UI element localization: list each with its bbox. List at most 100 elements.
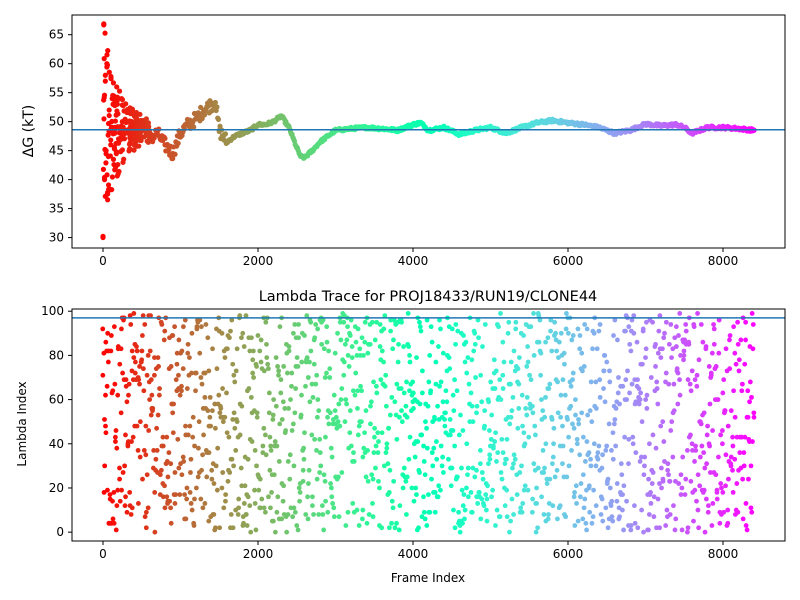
bottom-data-point <box>747 399 752 405</box>
bottom-data-point <box>289 370 295 376</box>
bottom-data-point <box>541 470 547 475</box>
bottom-data-point <box>172 501 178 506</box>
bottom-data-point <box>171 401 176 407</box>
bottom-plot-frame <box>71 308 786 542</box>
bottom-data-point <box>154 425 160 431</box>
bottom-data-point <box>310 494 315 500</box>
bottom-data-point <box>575 326 581 332</box>
bottom-data-point <box>560 423 565 429</box>
bottom-data-point <box>396 527 402 533</box>
bottom-data-point <box>456 509 461 515</box>
bottom-data-point <box>500 372 506 378</box>
bottom-x-tick-label: 2000 <box>243 547 274 561</box>
bottom-data-point <box>424 425 429 431</box>
bottom-data-point <box>355 432 361 438</box>
top-data-point <box>104 61 110 67</box>
bottom-data-point <box>749 311 755 316</box>
bottom-data-point <box>204 474 210 480</box>
bottom-data-point <box>224 346 230 352</box>
bottom-data-point <box>224 430 230 436</box>
bottom-data-point <box>122 463 128 469</box>
bottom-data-point <box>199 381 205 387</box>
top-points-layer <box>100 21 757 241</box>
bottom-data-point <box>476 335 481 341</box>
bottom-data-point <box>219 330 225 336</box>
bottom-data-point <box>693 443 698 449</box>
bottom-data-point <box>512 456 518 462</box>
bottom-data-point <box>558 414 564 420</box>
bottom-data-point <box>543 394 548 400</box>
bottom-data-point <box>217 525 223 531</box>
bottom-data-point <box>465 355 471 361</box>
bottom-data-point <box>210 346 215 352</box>
bottom-data-point <box>299 392 304 398</box>
bottom-data-point <box>314 372 320 378</box>
bottom-data-point <box>284 370 290 376</box>
bottom-data-point <box>182 492 187 497</box>
bottom-data-point <box>193 485 199 491</box>
bottom-data-point <box>264 341 269 347</box>
bottom-data-point <box>466 381 472 387</box>
bottom-data-point <box>711 322 716 327</box>
bottom-data-point <box>299 359 305 365</box>
bottom-data-point <box>123 377 129 383</box>
bottom-data-point <box>471 348 477 354</box>
bottom-data-point <box>258 337 264 343</box>
bottom-data-point <box>740 476 746 482</box>
bottom-data-point <box>721 509 727 515</box>
bottom-chart-title: Lambda Trace for PROJ18433/RUN19/CLONE44 <box>259 289 598 305</box>
bottom-data-point <box>601 386 606 391</box>
bottom-data-point <box>725 423 731 429</box>
bottom-data-point <box>432 509 438 515</box>
bottom-data-point <box>229 317 235 323</box>
bottom-data-point <box>233 448 239 453</box>
bottom-data-point <box>462 507 468 513</box>
top-data-point <box>503 130 509 136</box>
bottom-data-point <box>407 388 412 394</box>
bottom-data-point <box>438 326 443 332</box>
bottom-data-point <box>183 423 188 429</box>
bottom-data-point <box>314 476 320 482</box>
bottom-data-point <box>481 503 487 509</box>
bottom-data-point <box>423 419 428 425</box>
bottom-data-point <box>584 527 589 533</box>
bottom-data-point <box>469 357 475 363</box>
bottom-data-point <box>276 368 282 374</box>
top-data-point <box>549 117 556 124</box>
bottom-data-point <box>668 322 674 327</box>
bottom-data-point <box>452 377 457 383</box>
bottom-data-point <box>453 341 458 347</box>
bottom-data-point <box>560 377 566 383</box>
bottom-data-point <box>578 494 583 500</box>
bottom-data-point <box>157 472 163 478</box>
bottom-y-axis: 0 20 40 60 80 100 <box>41 304 72 539</box>
bottom-data-point <box>360 454 366 460</box>
bottom-data-point <box>584 326 590 332</box>
bottom-data-point <box>353 339 359 345</box>
top-data-point <box>201 112 208 118</box>
bottom-data-point <box>632 520 638 526</box>
bottom-data-point <box>610 456 616 462</box>
top-data-point <box>110 101 116 107</box>
bottom-data-point <box>661 439 667 444</box>
bottom-data-point <box>579 410 585 416</box>
bottom-data-point <box>405 311 411 316</box>
bottom-data-point <box>418 328 424 334</box>
bottom-data-point <box>414 355 419 361</box>
bottom-data-point <box>328 481 333 486</box>
bottom-data-point <box>135 448 141 453</box>
bottom-data-point <box>425 403 431 409</box>
bottom-data-point <box>519 509 525 515</box>
bottom-data-point <box>504 436 510 442</box>
top-data-point <box>487 124 494 131</box>
top-data-point <box>110 80 117 86</box>
top-data-point <box>565 120 571 126</box>
bottom-data-point <box>580 472 586 478</box>
bottom-data-point <box>113 428 119 433</box>
bottom-data-point <box>602 353 608 358</box>
bottom-data-point <box>160 434 166 440</box>
bottom-data-point <box>140 366 146 372</box>
bottom-data-point <box>668 428 674 433</box>
top-data-point <box>441 124 447 131</box>
bottom-data-point <box>486 399 492 405</box>
